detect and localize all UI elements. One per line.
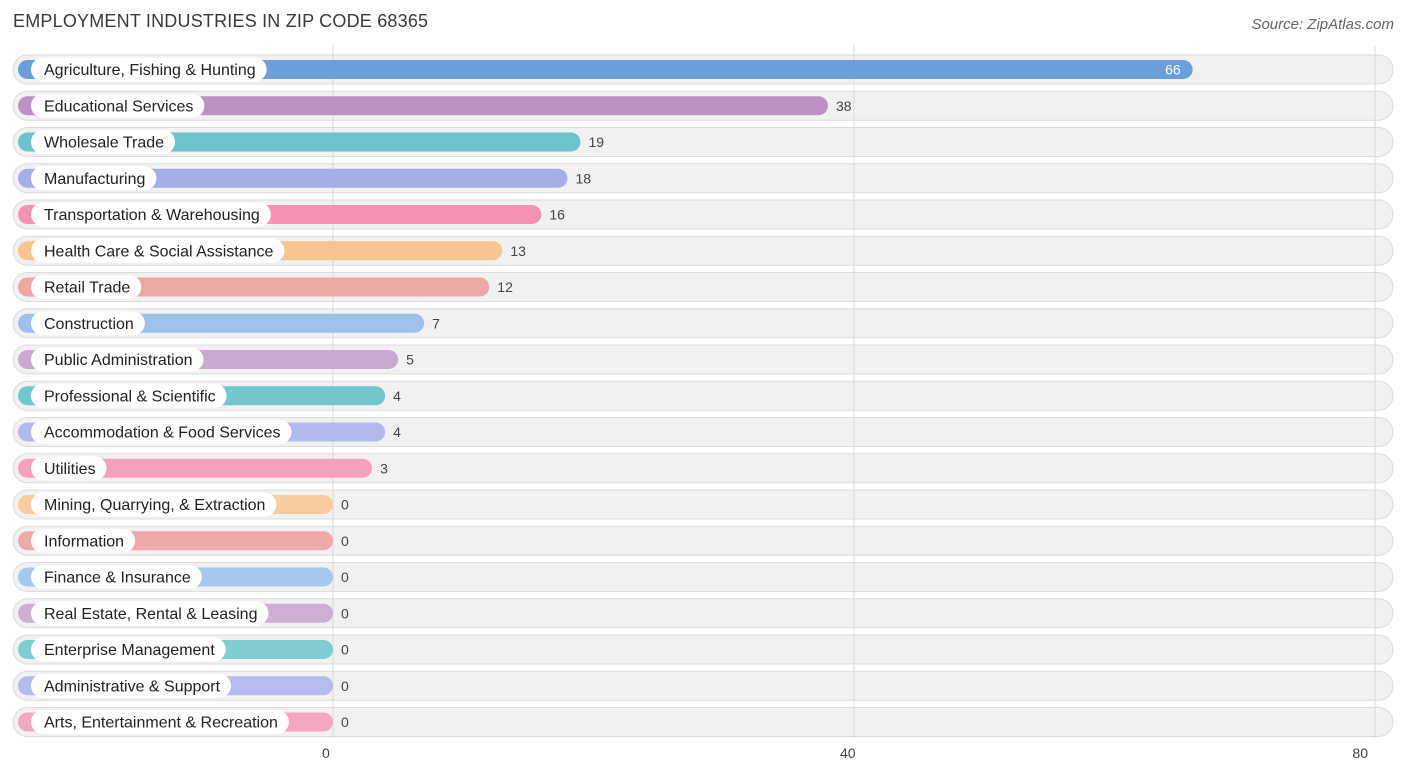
category-label: Real Estate, Rental & Leasing bbox=[44, 606, 257, 623]
bar-row: Utilities 3 bbox=[18, 456, 388, 481]
bar-row: Finance & Insurance 0 bbox=[18, 565, 349, 589]
bar-row: Information 0 bbox=[18, 528, 349, 553]
bar-row: Manufacturing 18 bbox=[18, 166, 591, 191]
category-label-pill bbox=[31, 347, 204, 372]
row-track bbox=[12, 670, 1394, 701]
category-label-pill bbox=[31, 166, 157, 191]
bar-row: Accommodation & Food Services 4 bbox=[18, 420, 401, 444]
value-label: 7 bbox=[432, 315, 440, 331]
bar bbox=[18, 96, 828, 116]
bar-row: Retail Trade 12 bbox=[18, 275, 513, 299]
bar-row: Enterprise Management 0 bbox=[18, 637, 349, 662]
category-label-pill bbox=[31, 93, 205, 118]
bar-row: Educational Services 38 bbox=[18, 93, 852, 118]
bar-row: Wholesale Trade 19 bbox=[18, 130, 604, 154]
value-label: 5 bbox=[406, 352, 414, 368]
category-label: Educational Services bbox=[44, 98, 193, 115]
value-label: 0 bbox=[341, 533, 349, 549]
category-label-pill bbox=[31, 673, 232, 698]
row-track bbox=[12, 525, 1394, 556]
bar-row: Real Estate, Rental & Leasing 0 bbox=[18, 601, 349, 626]
category-label-pill bbox=[31, 637, 226, 662]
bar bbox=[18, 458, 373, 478]
bar-row: Construction 7 bbox=[18, 311, 440, 336]
category-label-pill bbox=[31, 601, 269, 626]
bar-row: Mining, Quarrying, & Extraction 0 bbox=[18, 492, 349, 517]
value-label: 13 bbox=[510, 243, 526, 259]
category-label-pill bbox=[31, 528, 136, 553]
category-label: Mining, Quarrying, & Extraction bbox=[44, 497, 265, 514]
category-label: Transportation & Warehousing bbox=[44, 207, 260, 224]
category-label-pill bbox=[31, 202, 271, 227]
x-tick-label: 80 bbox=[1352, 745, 1368, 761]
value-label: 0 bbox=[341, 642, 349, 658]
category-label-pill bbox=[31, 275, 142, 299]
category-label: Enterprise Management bbox=[44, 642, 215, 659]
row-track bbox=[12, 562, 1394, 592]
value-label: 12 bbox=[497, 279, 513, 295]
row-track bbox=[12, 489, 1394, 520]
category-label: Retail Trade bbox=[44, 280, 130, 297]
category-label: Manufacturing bbox=[44, 171, 145, 188]
category-label: Accommodation & Food Services bbox=[44, 425, 281, 442]
bar bbox=[18, 60, 1193, 79]
bar-row: Administrative & Support 0 bbox=[18, 673, 349, 698]
bar-row: Health Care & Social Assistance 13 bbox=[18, 238, 526, 263]
category-label: Administrative & Support bbox=[44, 678, 221, 695]
category-label: Construction bbox=[44, 316, 134, 333]
category-label-pill bbox=[31, 420, 292, 444]
value-label: 0 bbox=[341, 569, 349, 585]
value-label: 4 bbox=[393, 388, 401, 404]
category-label-pill bbox=[31, 710, 289, 734]
category-label-pill bbox=[31, 383, 227, 408]
category-label: Health Care & Social Assistance bbox=[44, 243, 274, 260]
category-label: Agriculture, Fishing & Hunting bbox=[44, 62, 256, 79]
category-label-pill bbox=[31, 57, 267, 82]
bar-row: Agriculture, Fishing & Hunting 66 bbox=[18, 57, 1193, 82]
bar-row: Public Administration 5 bbox=[18, 347, 414, 372]
chart-title: EMPLOYMENT INDUSTRIES IN ZIP CODE 68365 bbox=[13, 11, 429, 31]
row-track bbox=[12, 634, 1394, 665]
category-label: Professional & Scientific bbox=[44, 388, 216, 405]
value-label: 19 bbox=[588, 134, 604, 150]
category-label: Finance & Insurance bbox=[44, 570, 191, 587]
value-label: 4 bbox=[393, 424, 401, 440]
bar-row: Transportation & Warehousing 16 bbox=[18, 202, 565, 227]
category-label: Utilities bbox=[44, 461, 96, 478]
category-label-pill bbox=[31, 456, 107, 481]
category-label: Public Administration bbox=[44, 352, 193, 369]
value-label: 0 bbox=[341, 714, 349, 730]
category-label-pill bbox=[31, 238, 285, 263]
value-label: 0 bbox=[341, 497, 349, 513]
bar-row: Professional & Scientific 4 bbox=[18, 383, 401, 408]
x-tick-label: 0 bbox=[322, 745, 330, 761]
category-label-pill bbox=[31, 565, 202, 589]
row-track bbox=[12, 707, 1394, 737]
value-label: 16 bbox=[549, 207, 565, 223]
row-track bbox=[12, 598, 1394, 629]
value-label: 0 bbox=[341, 678, 349, 694]
bar-row: Arts, Entertainment & Recreation 0 bbox=[18, 710, 349, 734]
category-label-pill bbox=[31, 492, 277, 517]
value-label: 18 bbox=[575, 170, 591, 186]
value-label: 66 bbox=[1165, 62, 1181, 78]
category-label: Wholesale Trade bbox=[44, 135, 164, 152]
category-label: Arts, Entertainment & Recreation bbox=[44, 715, 278, 732]
category-label: Information bbox=[44, 533, 124, 550]
bars-layer: Agriculture, Fishing & Hunting 66 Educatio… bbox=[18, 57, 1193, 734]
category-label-pill bbox=[31, 130, 176, 154]
source-credit: Source: ZipAtlas.com bbox=[1251, 16, 1394, 33]
value-label: 0 bbox=[341, 605, 349, 621]
value-label: 3 bbox=[380, 460, 388, 476]
x-tick-label: 40 bbox=[840, 745, 856, 761]
category-label-pill bbox=[31, 311, 145, 336]
x-axis-ticks: 0 40 80 bbox=[322, 745, 1368, 761]
value-label: 38 bbox=[836, 98, 852, 114]
